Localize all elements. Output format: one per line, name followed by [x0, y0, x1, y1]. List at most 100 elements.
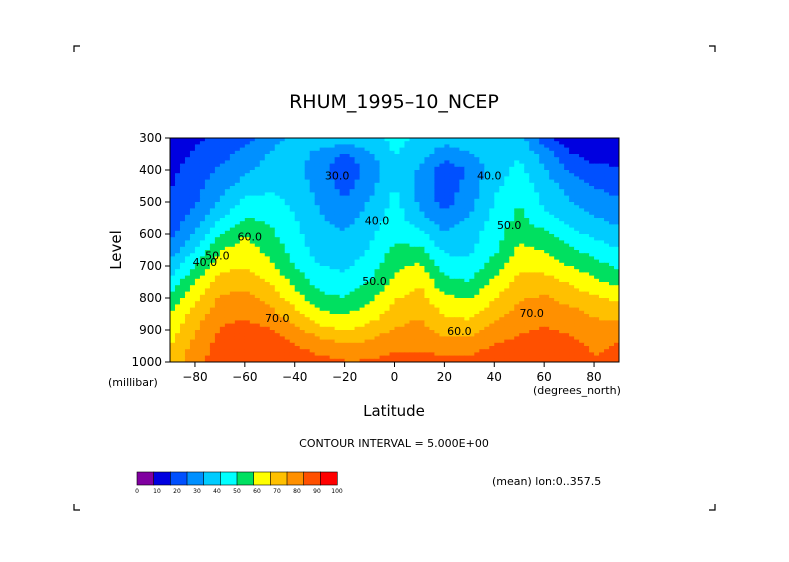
field-cell — [444, 218, 450, 222]
field-cell — [259, 294, 266, 299]
field-cell — [484, 154, 490, 158]
field-cell — [199, 253, 206, 257]
field-cell — [364, 307, 371, 312]
field-cell — [564, 266, 570, 270]
field-cell — [529, 298, 535, 302]
field-cell — [554, 243, 560, 248]
field-cell — [369, 272, 376, 277]
field-cell — [294, 285, 301, 289]
field-cell — [439, 186, 445, 190]
field-cell — [194, 291, 201, 296]
field-cell — [589, 253, 595, 257]
field-cell — [289, 294, 296, 299]
field-cell — [544, 227, 550, 232]
field-cell — [564, 298, 570, 302]
field-cell — [199, 224, 206, 229]
field-cell — [269, 272, 276, 277]
field-cell — [609, 141, 615, 145]
field-cell — [579, 208, 585, 213]
field-cell — [434, 166, 440, 171]
field-cell — [574, 166, 580, 171]
field-cell — [374, 147, 381, 152]
field-cell — [364, 230, 371, 235]
field-cell — [254, 211, 261, 216]
field-cell — [264, 163, 271, 168]
field-cell — [274, 163, 281, 168]
field-cell — [369, 237, 376, 241]
field-cell — [249, 141, 256, 145]
field-cell — [334, 218, 341, 222]
field-cell — [574, 294, 580, 299]
field-cell — [234, 208, 241, 213]
field-cell — [359, 278, 366, 283]
field-cell — [474, 224, 480, 229]
field-cell — [539, 234, 545, 238]
field-cell — [534, 250, 540, 254]
field-cell — [459, 192, 465, 197]
field-cell — [399, 189, 406, 193]
field-cell — [399, 141, 406, 145]
field-cell — [559, 240, 565, 245]
field-cell — [234, 262, 241, 267]
field-cell — [449, 150, 455, 155]
field-cell — [314, 189, 321, 193]
field-cell — [229, 253, 236, 257]
field-cell — [294, 262, 301, 267]
field-cell — [504, 243, 510, 248]
field-cell — [204, 240, 211, 245]
field-cell — [174, 272, 181, 277]
field-cell — [194, 288, 201, 293]
field-cell — [464, 266, 470, 270]
field-cell — [314, 262, 321, 267]
field-cell — [274, 182, 281, 187]
field-cell — [514, 147, 520, 152]
field-cell — [529, 269, 535, 273]
field-cell — [474, 234, 480, 238]
field-cell — [314, 237, 321, 241]
field-cell — [324, 275, 331, 280]
field-cell — [279, 214, 286, 219]
field-cell — [364, 182, 371, 187]
field-cell — [564, 147, 570, 152]
field-cell — [264, 240, 271, 245]
field-cell — [474, 298, 480, 302]
field-cell — [564, 179, 570, 184]
field-cell — [444, 195, 450, 200]
field-cell — [309, 230, 316, 235]
field-cell — [299, 150, 306, 155]
field-cell — [464, 298, 470, 302]
field-cell — [614, 160, 619, 165]
field-cell — [399, 240, 406, 245]
field-cell — [254, 227, 261, 232]
field-cell — [349, 278, 356, 283]
field-cell — [389, 173, 396, 177]
field-cell — [194, 147, 201, 152]
field-cell — [234, 288, 241, 293]
field-cell — [174, 202, 181, 206]
field-cell — [454, 186, 460, 190]
field-cell — [509, 288, 515, 293]
field-cell — [259, 307, 266, 312]
field-cell — [174, 144, 181, 149]
field-cell — [424, 250, 431, 254]
field-cell — [324, 262, 331, 267]
field-cell — [439, 138, 445, 142]
field-cell — [579, 307, 585, 312]
field-cell — [209, 246, 216, 251]
field-cell — [529, 182, 535, 187]
field-cell — [454, 259, 460, 264]
field-cell — [349, 259, 356, 264]
field-cell — [604, 310, 610, 315]
field-cell — [479, 173, 485, 177]
field-cell — [504, 221, 510, 225]
field-cell — [484, 150, 490, 155]
field-cell — [559, 221, 565, 225]
field-cell — [269, 234, 276, 238]
field-cell — [519, 160, 525, 165]
field-cell — [219, 179, 226, 184]
field-cell — [599, 272, 605, 277]
field-cell — [569, 282, 575, 286]
field-cell — [244, 314, 251, 318]
field-cell — [314, 304, 321, 309]
field-cell — [229, 166, 236, 171]
